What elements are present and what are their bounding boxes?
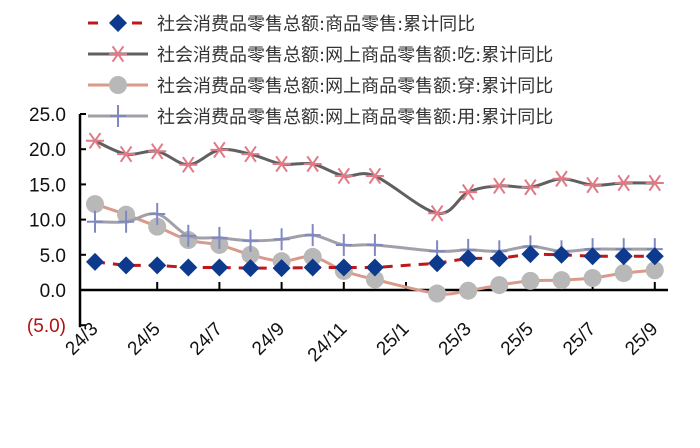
legend-label: 社会消费品零售总额:网上商品零售额:穿:累计同比 <box>157 76 553 97</box>
y-tick-label: 20.0 <box>29 140 66 161</box>
y-tick-label: (5.0) <box>27 316 66 337</box>
chart-series <box>86 132 664 303</box>
y-tick-label: 15.0 <box>29 175 66 196</box>
x-tick-label: 24/5 <box>124 319 165 360</box>
x-tick-label: 24/9 <box>248 319 289 360</box>
diamond-marker <box>179 258 198 277</box>
series-0 <box>86 245 664 278</box>
diamond-marker <box>210 258 229 277</box>
series-2 <box>86 195 664 303</box>
circle-marker <box>303 247 322 266</box>
legend-item: 社会消费品零售总额:网上商品零售额:吃:累计同比 <box>88 45 553 66</box>
y-tick-label: 5.0 <box>40 246 66 267</box>
asterisk-marker <box>583 176 602 194</box>
circle-marker <box>583 269 602 288</box>
plus-marker <box>366 233 383 256</box>
series-1 <box>86 132 664 222</box>
asterisk-marker <box>645 174 664 192</box>
asterisk-marker <box>334 167 353 185</box>
chart-axes: 25.0 20.0 15.0 10.0 5.0 0.0 (5.0)24/3 24/5 24/7 2… <box>27 105 668 366</box>
asterisk-marker <box>109 45 127 63</box>
asterisk-marker <box>148 143 167 160</box>
diamond-marker <box>334 258 353 277</box>
diamond-marker <box>645 247 664 266</box>
legend-label: 社会消费品零售总额:商品零售:累计同比 <box>157 14 475 35</box>
legend-label: 社会消费品零售总额:网上商品零售额:用:累计同比 <box>157 107 553 128</box>
diamond-marker <box>241 259 260 278</box>
diamond-marker <box>272 259 291 278</box>
circle-marker <box>645 261 664 280</box>
plus-marker <box>273 228 290 251</box>
plus-marker <box>242 229 259 252</box>
x-tick-label: 25/1 <box>373 319 414 360</box>
circle-marker <box>552 271 571 290</box>
legend-item: 社会消费品零售总额:网上商品零售额:用:累计同比 <box>88 105 553 128</box>
y-tick-label: 25.0 <box>29 105 66 126</box>
diamond-marker <box>614 247 633 266</box>
asterisk-marker <box>86 132 104 149</box>
plus-marker <box>180 224 197 247</box>
asterisk-marker <box>272 155 291 173</box>
plus-marker <box>118 210 135 233</box>
diamond-marker <box>552 245 571 264</box>
circle-marker <box>109 76 127 94</box>
x-tick-label: 25/3 <box>435 319 476 360</box>
legend-item: 社会消费品零售总额:网上商品零售额:穿:累计同比 <box>88 76 553 97</box>
diamond-marker <box>86 252 104 271</box>
diamond-marker <box>459 249 478 268</box>
diamond-marker <box>428 254 447 273</box>
x-tick-label: 25/7 <box>559 319 600 360</box>
circle-marker <box>490 276 509 295</box>
plus-marker <box>110 105 126 127</box>
circle-marker <box>241 245 260 264</box>
plus-marker <box>211 226 228 249</box>
x-tick-label: 25/9 <box>621 319 662 360</box>
circle-marker <box>365 270 384 289</box>
diamond-marker <box>303 258 322 277</box>
x-tick-label: 24/3 <box>62 319 103 360</box>
circle-marker <box>86 195 104 214</box>
diamond-marker <box>583 247 602 266</box>
circle-marker <box>521 271 540 290</box>
asterisk-marker <box>241 145 260 163</box>
diamond-marker <box>365 258 384 277</box>
asterisk-marker <box>490 177 509 195</box>
chart-legend: 社会消费品零售总额:商品零售:累计同比社会消费品零售总额:网上商品零售额:吃:累… <box>88 14 553 128</box>
plus-marker <box>304 224 321 247</box>
asterisk-marker <box>552 170 571 187</box>
asterisk-marker <box>614 174 633 192</box>
diamond-marker <box>148 256 167 275</box>
asterisk-marker <box>117 145 136 163</box>
legend-item: 社会消费品零售总额:商品零售:累计同比 <box>88 14 475 35</box>
diamond-marker <box>117 256 136 275</box>
asterisk-marker <box>210 141 229 159</box>
circle-marker <box>428 284 447 303</box>
plus-marker <box>87 210 103 233</box>
legend-label: 社会消费品零售总额:网上商品零售额:吃:累计同比 <box>157 45 553 66</box>
asterisk-marker <box>179 156 198 173</box>
y-tick-label: 0.0 <box>40 281 66 302</box>
circle-marker <box>614 264 633 283</box>
y-tick-label: 10.0 <box>29 211 66 232</box>
diamond-marker <box>109 14 127 32</box>
x-tick-label: 24/7 <box>186 319 227 360</box>
asterisk-marker <box>521 178 540 196</box>
diamond-marker <box>521 245 540 264</box>
asterisk-marker <box>303 155 322 173</box>
asterisk-marker <box>459 183 478 201</box>
plus-marker <box>335 233 352 256</box>
diamond-marker <box>490 249 509 268</box>
x-tick-label: 24/11 <box>304 319 351 366</box>
asterisk-marker <box>428 205 447 222</box>
plus-marker <box>149 202 166 225</box>
x-tick-label: 25/5 <box>497 319 538 360</box>
asterisk-marker <box>365 167 384 185</box>
circle-marker <box>459 281 478 300</box>
circle-marker <box>148 217 167 236</box>
